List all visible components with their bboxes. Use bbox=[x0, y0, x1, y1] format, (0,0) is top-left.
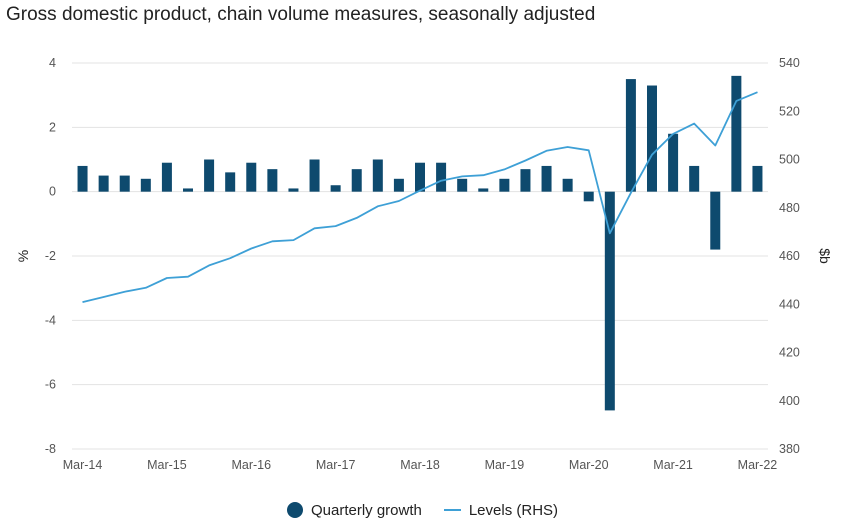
growth-bar bbox=[647, 85, 657, 192]
legend-label-levels: Levels (RHS) bbox=[468, 501, 559, 519]
growth-bar bbox=[393, 178, 404, 192]
growth-bar bbox=[478, 188, 489, 192]
right-tick-label: 420 bbox=[779, 346, 800, 360]
chart-title: Gross domestic product, chain volume mea… bbox=[6, 4, 596, 25]
growth-bar bbox=[520, 169, 531, 192]
left-tick-label: -2 bbox=[45, 249, 56, 263]
legend-item-levels[interactable]: Levels (RHS) bbox=[443, 501, 559, 519]
growth-bar bbox=[267, 169, 278, 192]
growth-bar bbox=[710, 191, 721, 250]
right-tick-label: 480 bbox=[779, 201, 800, 215]
growth-bar bbox=[246, 162, 257, 192]
right-tick-label: 520 bbox=[779, 104, 800, 118]
right-axis-title: $b bbox=[817, 248, 833, 264]
x-tick-label: Mar-21 bbox=[653, 458, 693, 472]
chart-legend: Quarterly growth Levels (RHS) bbox=[0, 496, 845, 524]
levels-line-layer bbox=[82, 91, 758, 303]
growth-bar bbox=[689, 165, 700, 192]
growth-bar bbox=[415, 162, 425, 192]
right-axis-ticks: 380 400 420 440 460 480 500 520 540 bbox=[779, 56, 800, 456]
x-tick-label: Mar-18 bbox=[400, 458, 440, 472]
growth-bar bbox=[752, 165, 763, 192]
growth-bar bbox=[372, 159, 383, 192]
x-tick-label: Mar-19 bbox=[485, 458, 525, 472]
growth-bar bbox=[668, 133, 679, 192]
x-tick-label: Mar-16 bbox=[231, 458, 271, 472]
growth-bar bbox=[309, 159, 320, 192]
growth-bar bbox=[457, 178, 468, 192]
legend-item-quarterly-growth[interactable]: Quarterly growth bbox=[286, 501, 422, 519]
grid-lines bbox=[72, 62, 768, 450]
right-tick-label: 500 bbox=[779, 153, 800, 167]
legend-line-swatch bbox=[443, 509, 461, 511]
left-tick-label: -6 bbox=[45, 378, 56, 392]
levels-line bbox=[82, 91, 758, 303]
growth-bar bbox=[77, 165, 88, 192]
x-axis-ticks: Mar-14 Mar-15 Mar-16 Mar-17 Mar-18 Mar-19 Mar-… bbox=[63, 458, 778, 472]
growth-bar bbox=[541, 165, 552, 192]
growth-bar bbox=[161, 162, 172, 192]
growth-bar bbox=[436, 162, 447, 192]
growth-bar bbox=[731, 75, 742, 192]
growth-bar bbox=[98, 175, 109, 192]
right-tick-label: 400 bbox=[779, 394, 800, 408]
growth-bar bbox=[140, 178, 151, 192]
right-tick-label: 380 bbox=[779, 442, 800, 456]
x-tick-label: Mar-15 bbox=[147, 458, 187, 472]
left-axis-title: % bbox=[15, 250, 31, 262]
right-tick-label: 460 bbox=[779, 249, 800, 263]
growth-bar bbox=[288, 188, 299, 192]
growth-bar bbox=[562, 178, 573, 192]
left-tick-label: 0 bbox=[49, 185, 56, 199]
growth-bar bbox=[351, 169, 362, 192]
right-tick-label: 440 bbox=[779, 297, 800, 311]
legend-label-quarterly-growth: Quarterly growth bbox=[310, 501, 422, 519]
x-tick-label: Mar-14 bbox=[63, 458, 103, 472]
growth-bar bbox=[119, 175, 130, 192]
x-tick-label: Mar-22 bbox=[738, 458, 778, 472]
left-axis-ticks: -8 -6 -4 -2 0 2 4 bbox=[45, 56, 56, 456]
growth-bar bbox=[604, 191, 615, 411]
growth-bar bbox=[330, 185, 341, 192]
x-tick-label: Mar-17 bbox=[316, 458, 356, 472]
x-tick-label: Mar-20 bbox=[569, 458, 609, 472]
quarterly-growth-bars bbox=[77, 75, 763, 411]
growth-bar bbox=[583, 191, 594, 202]
growth-bar bbox=[499, 178, 510, 192]
growth-bar bbox=[204, 159, 215, 192]
left-tick-label: 2 bbox=[49, 120, 56, 134]
left-tick-label: 4 bbox=[49, 56, 56, 70]
left-tick-label: -8 bbox=[45, 442, 56, 456]
right-tick-label: 540 bbox=[779, 56, 800, 70]
legend-bar-swatch bbox=[286, 502, 303, 518]
left-tick-label: -4 bbox=[45, 313, 56, 327]
growth-bar bbox=[183, 188, 193, 192]
growth-bar bbox=[225, 172, 236, 192]
growth-bar bbox=[625, 79, 636, 192]
